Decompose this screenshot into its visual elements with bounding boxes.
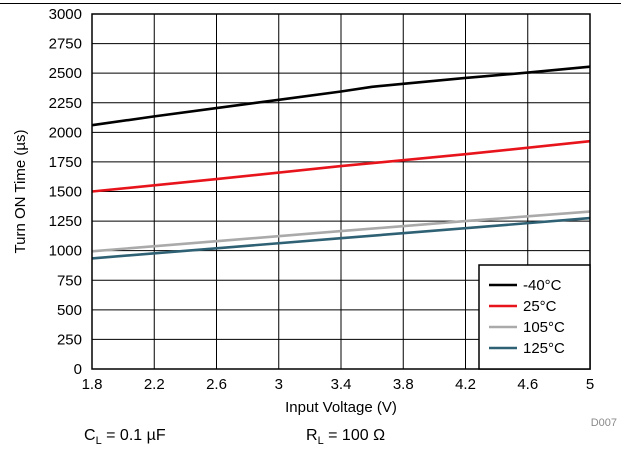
- rl-value: = 100 Ω: [323, 427, 386, 444]
- rl-symbol: R: [306, 427, 318, 444]
- y-tick-label: 2500: [49, 65, 82, 82]
- y-tick-label: 1000: [49, 243, 82, 260]
- y-axis-label: Turn ON Time (µs): [12, 130, 29, 254]
- series-line: [91, 216, 591, 260]
- capacitance-condition: CL = 0.1 µF: [84, 426, 166, 451]
- y-tick-label: 250: [57, 331, 82, 348]
- x-tick-label: 1.8: [82, 376, 103, 393]
- legend-label: 105°C: [523, 319, 565, 336]
- y-tick-label: 500: [57, 302, 82, 319]
- rl-subscript: L: [317, 435, 324, 448]
- y-tick-label: 2750: [49, 36, 82, 53]
- y-tick-label: 750: [57, 272, 82, 289]
- legend-box: [478, 264, 591, 370]
- series-line: [91, 139, 591, 193]
- y-tick-label: 0: [74, 361, 82, 378]
- x-tick-label: 2.6: [206, 376, 227, 393]
- legend-label: 25°C: [523, 298, 557, 315]
- x-tick-label: 5: [586, 376, 594, 393]
- cl-symbol: C: [84, 427, 96, 444]
- series-line: [91, 65, 591, 127]
- x-tick-label: 2.2: [144, 376, 165, 393]
- figure-code: D007: [591, 417, 617, 429]
- x-tick-label: 3.4: [331, 376, 352, 393]
- x-tick-label: 4.6: [517, 376, 538, 393]
- legend-label: 125°C: [523, 340, 565, 357]
- y-tick-label: 1750: [49, 154, 82, 171]
- x-tick-label: 3: [275, 376, 283, 393]
- cl-value: = 0.1 µF: [101, 427, 166, 444]
- resistance-condition: RL = 100 Ω: [306, 426, 385, 451]
- x-tick-label: 3.8: [393, 376, 414, 393]
- series-line: [91, 210, 591, 253]
- x-axis-label: Input Voltage (V): [285, 399, 397, 416]
- y-tick-label: 1250: [49, 213, 82, 230]
- y-tick-label: 3000: [49, 6, 82, 23]
- y-tick-label: 2000: [49, 124, 82, 141]
- y-tick-label: 1500: [49, 184, 82, 201]
- plot-frame: [91, 13, 591, 370]
- y-tick-label: 2250: [49, 95, 82, 112]
- legend-label: -40°C: [523, 277, 562, 294]
- cl-subscript: L: [95, 435, 102, 448]
- x-tick-label: 4.2: [455, 376, 476, 393]
